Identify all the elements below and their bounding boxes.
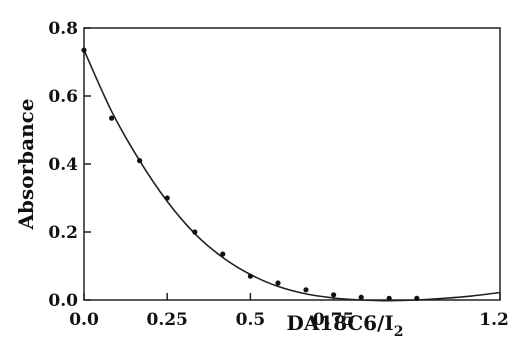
data-point <box>386 295 392 301</box>
y-axis-ticks: 0.0 0.2 0.4 0.6 0.8 <box>48 19 91 311</box>
fit-curve <box>83 49 501 302</box>
data-point <box>192 229 198 235</box>
plot-area <box>83 27 501 301</box>
x-axis-title-main: DA18C6/I <box>287 311 394 335</box>
x-tick-label: 1.25 <box>479 310 510 330</box>
data-points <box>81 47 420 301</box>
x-axis-title-subscript: 2 <box>394 324 404 340</box>
data-point <box>275 280 281 286</box>
x-tick-label: 0.0 <box>69 310 99 330</box>
y-tick-label: 0.6 <box>48 87 78 107</box>
data-point <box>136 158 143 164</box>
data-point <box>303 287 309 293</box>
y-tick-label: 0.8 <box>48 19 78 39</box>
data-point <box>414 295 420 301</box>
data-point <box>331 292 337 298</box>
x-tick-label: 0.25 <box>146 310 187 330</box>
y-tick-label: 0.4 <box>48 155 78 175</box>
data-point <box>164 195 170 201</box>
x-tick-label: 0.75 <box>313 310 354 330</box>
y-tick-label: 0.0 <box>48 291 78 311</box>
data-point <box>358 294 364 300</box>
x-axis-ticks: 0.0 0.25 0.5 0.75 1.25 <box>69 293 510 330</box>
data-point <box>220 251 226 257</box>
data-point <box>81 47 87 53</box>
data-point <box>247 273 253 279</box>
x-axis-title: DA18C6/I2 <box>287 311 404 340</box>
x-tick-label: 0.5 <box>236 310 266 330</box>
y-axis-title: Absorbance <box>14 98 38 230</box>
data-point <box>109 115 115 121</box>
y-tick-label: 0.2 <box>48 223 78 243</box>
